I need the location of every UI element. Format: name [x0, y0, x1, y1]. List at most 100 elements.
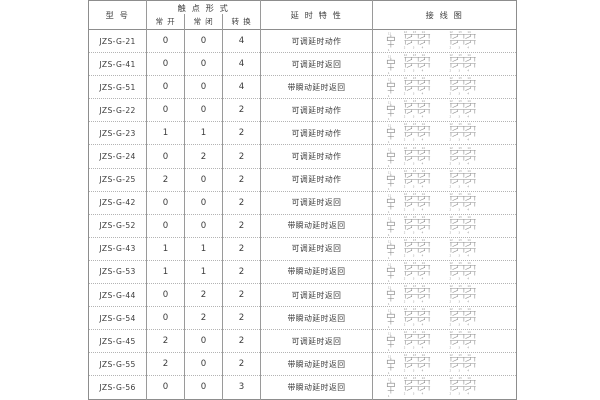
svg-text:14: 14 — [422, 215, 426, 219]
svg-text:4: 4 — [422, 323, 424, 327]
svg-text:2: 2 — [449, 92, 451, 96]
svg-text:1: 1 — [388, 187, 390, 191]
svg-text:14: 14 — [422, 169, 426, 173]
svg-text:13: 13 — [458, 169, 462, 173]
svg-text:2: 2 — [449, 277, 451, 281]
svg-text:4: 4 — [422, 69, 424, 73]
cell-changeover: 2 — [222, 121, 262, 145]
svg-text:13: 13 — [458, 215, 462, 219]
cell-wiring-diagram: .tn { font-family: "DejaVu Sans","Libera… — [372, 144, 517, 169]
svg-text:11: 11 — [388, 262, 392, 266]
cell-delay-characteristic: 可调延时返回 — [260, 190, 374, 215]
svg-text:14: 14 — [467, 307, 471, 311]
svg-text:12: 12 — [404, 76, 408, 80]
svg-text:2: 2 — [449, 346, 451, 350]
svg-text:4: 4 — [467, 207, 469, 211]
svg-text:3: 3 — [458, 161, 460, 165]
cell-changeover: 4 — [222, 75, 262, 99]
svg-text:11: 11 — [388, 378, 392, 382]
svg-text:13: 13 — [458, 284, 462, 288]
wiring-diagram-icon: .tn { font-family: "DejaVu Sans","Libera… — [373, 122, 516, 144]
svg-text:4: 4 — [467, 253, 469, 257]
svg-text:2: 2 — [404, 253, 406, 257]
cell-changeover: 2 — [222, 306, 262, 330]
svg-text:14: 14 — [467, 169, 471, 173]
cell-delay-characteristic: 带瞬动延时返回 — [260, 259, 374, 284]
cell-changeover: 2 — [222, 144, 262, 169]
wiring-diagram-icon: .tn { font-family: "DejaVu Sans","Libera… — [373, 30, 516, 52]
svg-text:12: 12 — [449, 261, 453, 265]
svg-text:14: 14 — [422, 192, 426, 196]
cell-wiring-diagram: .tn { font-family: "DejaVu Sans","Libera… — [372, 190, 517, 215]
cell-normally-closed: 0 — [184, 375, 223, 399]
svg-text:2: 2 — [449, 138, 451, 142]
cell-model: JZS-G-54 — [88, 306, 147, 330]
svg-text:1: 1 — [388, 371, 390, 375]
svg-text:11: 11 — [388, 193, 392, 197]
svg-text:4: 4 — [422, 277, 424, 281]
svg-text:14: 14 — [422, 123, 426, 127]
svg-text:1: 1 — [388, 48, 390, 52]
svg-text:3: 3 — [458, 207, 460, 211]
svg-text:12: 12 — [449, 169, 453, 173]
svg-text:13: 13 — [458, 192, 462, 196]
svg-text:13: 13 — [413, 146, 417, 150]
svg-text:2: 2 — [404, 277, 406, 281]
svg-text:1: 1 — [388, 233, 390, 237]
wiring-diagram-icon: .tn { font-family: "DejaVu Sans","Libera… — [373, 76, 516, 98]
svg-text:2: 2 — [449, 253, 451, 257]
svg-text:12: 12 — [449, 100, 453, 104]
svg-text:11: 11 — [388, 355, 392, 359]
svg-text:3: 3 — [413, 323, 415, 327]
svg-text:12: 12 — [404, 53, 408, 57]
cell-delay-characteristic: 带瞬动延时返回 — [260, 75, 374, 99]
wiring-diagram-icon: .tn { font-family: "DejaVu Sans","Libera… — [373, 376, 516, 398]
cell-model: JZS-G-21 — [88, 28, 147, 53]
cell-normally-open: 0 — [146, 306, 185, 330]
svg-text:13: 13 — [413, 100, 417, 104]
svg-text:2: 2 — [404, 92, 406, 96]
cell-normally-closed: 2 — [184, 144, 223, 169]
svg-text:13: 13 — [458, 354, 462, 358]
svg-text:14: 14 — [422, 377, 426, 381]
svg-text:12: 12 — [404, 261, 408, 265]
svg-text:13: 13 — [458, 307, 462, 311]
cell-normally-open: 0 — [146, 213, 185, 238]
cell-changeover: 3 — [222, 375, 262, 399]
svg-text:4: 4 — [422, 46, 424, 50]
svg-text:3: 3 — [413, 69, 415, 73]
cell-delay-characteristic: 可调延时动作 — [260, 167, 374, 192]
svg-text:14: 14 — [467, 377, 471, 381]
svg-text:3: 3 — [413, 138, 415, 142]
svg-text:4: 4 — [467, 392, 469, 396]
cell-normally-open: 1 — [146, 236, 185, 261]
cell-normally-closed: 1 — [184, 259, 223, 284]
svg-text:3: 3 — [413, 184, 415, 188]
cell-normally-closed: 0 — [184, 213, 223, 238]
svg-text:4: 4 — [467, 46, 469, 50]
cell-delay-characteristic: 可调延时返回 — [260, 329, 374, 353]
cell-delay-characteristic: 可调延时动作 — [260, 98, 374, 122]
cell-delay-characteristic: 可调延时返回 — [260, 236, 374, 261]
wiring-diagram-icon: .tn { font-family: "DejaVu Sans","Libera… — [373, 330, 516, 352]
svg-text:1: 1 — [388, 256, 390, 260]
cell-changeover: 2 — [222, 329, 262, 353]
svg-text:4: 4 — [422, 230, 424, 234]
svg-text:12: 12 — [449, 53, 453, 57]
cell-normally-open: 0 — [146, 28, 185, 53]
svg-text:3: 3 — [458, 392, 460, 396]
svg-text:14: 14 — [467, 215, 471, 219]
svg-text:14: 14 — [422, 100, 426, 104]
svg-text:12: 12 — [404, 284, 408, 288]
cell-delay-characteristic: 可调延时返回 — [260, 52, 374, 76]
cell-wiring-diagram: .tn { font-family: "DejaVu Sans","Libera… — [372, 213, 517, 238]
svg-text:12: 12 — [449, 307, 453, 311]
svg-text:3: 3 — [458, 323, 460, 327]
svg-text:2: 2 — [404, 369, 406, 373]
svg-text:4: 4 — [467, 69, 469, 73]
cell-wiring-diagram: .tn { font-family: "DejaVu Sans","Libera… — [372, 352, 517, 376]
svg-text:14: 14 — [467, 331, 471, 335]
